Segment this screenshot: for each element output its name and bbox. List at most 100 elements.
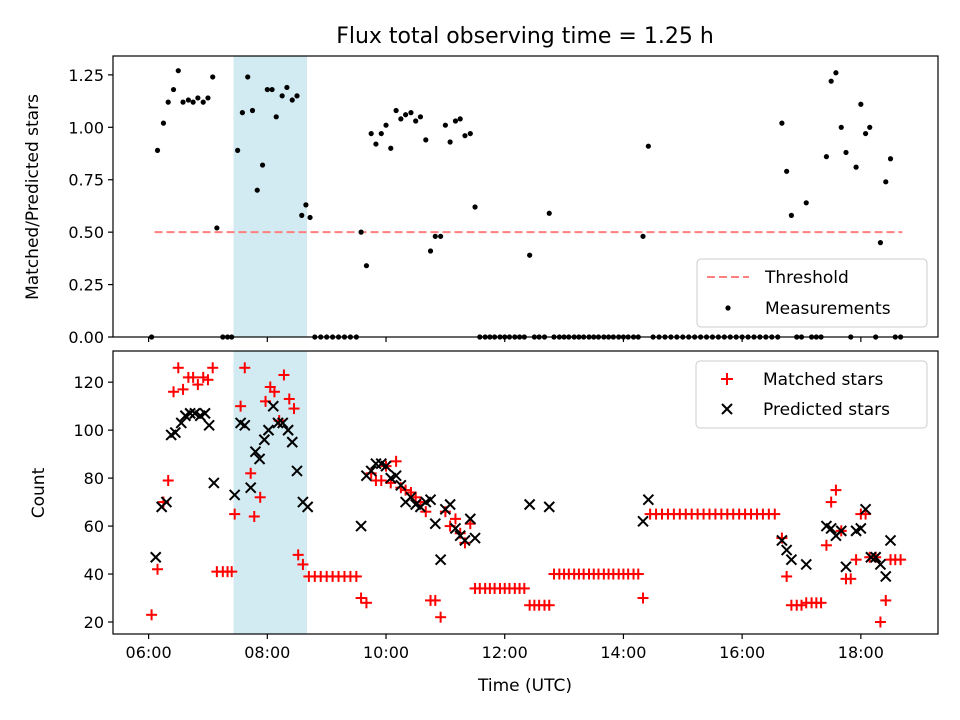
measurement-point (289, 97, 295, 103)
matched-star-point (229, 508, 241, 520)
matched-star-point (172, 362, 184, 374)
measurement-point (838, 124, 844, 130)
predicted-star-point (272, 417, 284, 429)
y-tick-label: 0.50 (68, 223, 104, 242)
predicted-star-point (434, 553, 447, 566)
x-tick-label: 14:00 (600, 643, 646, 662)
matched-star-point (781, 570, 793, 582)
legend-predicted-swatch (721, 403, 733, 415)
measurement-point (447, 139, 453, 145)
predicted-star-point (169, 426, 182, 439)
legend-matched-swatch (721, 373, 733, 385)
predicted-star-point (429, 517, 441, 530)
matched-star-point (769, 508, 781, 520)
measurement-point (645, 143, 651, 149)
measurement-point (307, 214, 313, 221)
predicted-star-point (301, 501, 314, 513)
measurement-point (235, 147, 241, 153)
measurement-point (378, 130, 384, 137)
matched-star-point (815, 597, 827, 609)
measurement-point (368, 130, 374, 137)
y-tick-label: 0.75 (68, 171, 104, 190)
measurement-point (462, 133, 468, 139)
matched-star-point (874, 616, 886, 628)
top-y-axis-label: Matched/Predicted stars (23, 94, 43, 300)
matched-stars-layer (146, 362, 907, 628)
measurement-point (299, 212, 305, 218)
chart-title: Flux total observing time = 1.25 h (336, 24, 714, 49)
top-panel: 0.00 0.25 0.50 0.75 1.00 1.25 Matched/Predict… (23, 55, 939, 347)
measurement-point (457, 116, 463, 122)
measurement-point (423, 137, 429, 143)
predicted-star-point (286, 436, 298, 448)
matched-star-point (235, 400, 247, 412)
measurement-point (273, 114, 279, 120)
y-tick-label: 60 (84, 517, 104, 536)
measurement-point (254, 187, 260, 193)
y-tick-label: 80 (84, 469, 104, 488)
matched-star-point (168, 386, 180, 398)
matched-star-point (152, 563, 164, 575)
predicted-star-point (208, 477, 220, 489)
matched-star-point (429, 594, 441, 606)
predicted-star-point (543, 501, 555, 513)
legend-measurements-label: Measurements (765, 299, 891, 319)
matched-star-point (420, 506, 432, 518)
predicted-star-point (874, 558, 887, 571)
measurement-point (190, 99, 196, 105)
x-tick-label: 10:00 (363, 643, 409, 662)
predicted-star-point (405, 491, 417, 504)
predicted-star-point (277, 417, 289, 429)
predicted-star-point (800, 558, 812, 571)
predicted-star-point (424, 493, 437, 506)
measurement-point (175, 68, 181, 74)
top-legend: Threshold Measurements (696, 258, 928, 328)
measurement-point (398, 116, 404, 122)
matched-star-point (202, 374, 214, 386)
matched-star-point (283, 393, 295, 405)
matched-star-point (880, 594, 892, 606)
y-tick-label: 100 (73, 421, 104, 440)
predicted-star-point (785, 553, 798, 566)
measurement-point (210, 74, 216, 80)
measurement-point (279, 93, 285, 99)
measurement-point (527, 252, 533, 258)
predicted-star-point (282, 424, 294, 436)
predicted-star-point (780, 544, 793, 556)
measurement-point (432, 233, 438, 239)
matched-star-point (268, 386, 280, 398)
predicted-star-point (355, 520, 367, 532)
predicted-star-point (884, 534, 897, 547)
x-tick-label: 12:00 (482, 643, 528, 662)
predicted-star-point (859, 503, 872, 515)
measurement-point (294, 93, 300, 99)
bottom-shade-layer (233, 351, 308, 634)
legend-predicted-label: Predicted stars (763, 400, 890, 420)
predicted-star-point (459, 534, 471, 547)
measurement-point (779, 120, 785, 126)
measurement-point (828, 78, 834, 84)
measurement-point (877, 240, 884, 246)
matched-star-point (375, 475, 387, 487)
matched-star-point (795, 599, 807, 611)
measurement-point (784, 168, 790, 174)
measurement-point (452, 118, 459, 124)
measurement-point (303, 202, 309, 208)
measurement-point (393, 107, 399, 114)
matched-star-point (850, 554, 862, 566)
measurement-point (205, 95, 211, 101)
x-tick-label: 18:00 (838, 643, 884, 662)
bottom-legend: Matched stars Predicted stars (695, 360, 928, 429)
bottom-y-axis-label: Count (29, 467, 49, 518)
matched-star-point (543, 599, 555, 611)
measurement-point (245, 74, 251, 80)
measurement-point (195, 95, 201, 101)
predicted-star-point (380, 460, 392, 472)
measurement-point (887, 156, 894, 162)
matched-star-point (825, 496, 837, 508)
top-axes-frame (112, 55, 939, 338)
measurement-point (858, 101, 864, 107)
predicted-star-point (776, 534, 788, 547)
top-legend-box (696, 258, 928, 328)
